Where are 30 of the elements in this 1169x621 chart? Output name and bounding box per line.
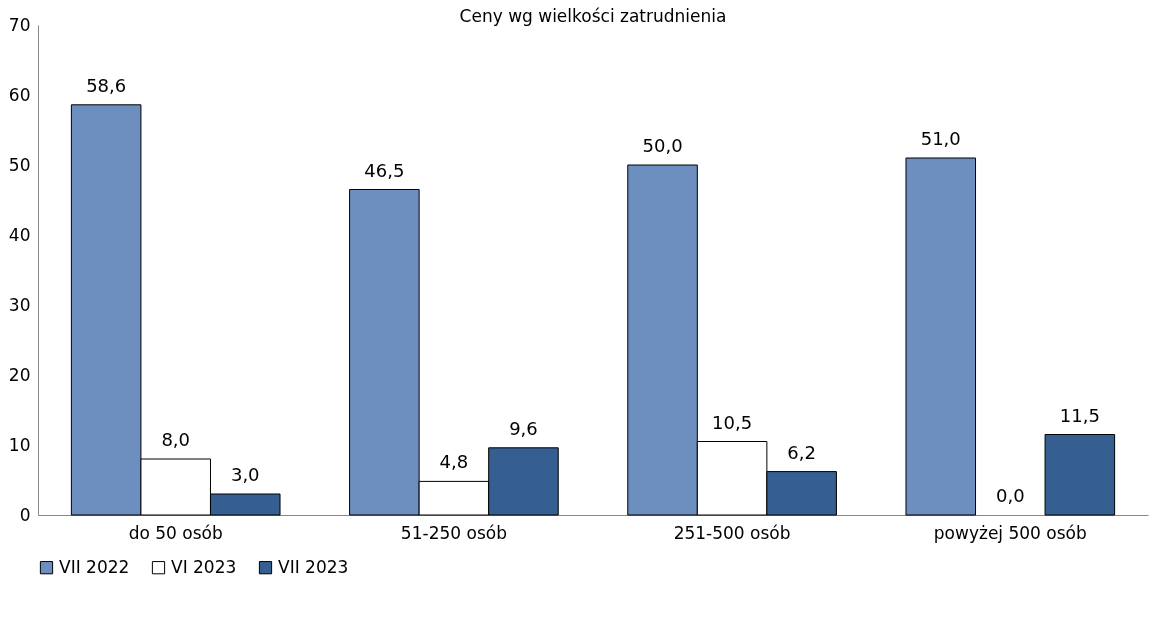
data-label: 10,5: [712, 411, 753, 433]
data-label: 58,6: [86, 74, 127, 96]
data-label: 50,0: [642, 135, 683, 156]
x-tick-label: powyżej 500 osób: [933, 522, 1087, 543]
data-label: 46,5: [364, 159, 405, 181]
y-tick-label: 20: [8, 364, 31, 385]
y-tick-label: 50: [8, 154, 31, 175]
x-tick-label: 51-250 osób: [400, 522, 507, 543]
data-label: 9,6: [509, 417, 538, 439]
y-tick-label: 60: [8, 84, 31, 105]
data-label: 51,0: [920, 128, 961, 149]
x-tick-label: do 50 osób: [128, 522, 223, 543]
y-tick-label: 0: [19, 504, 31, 525]
data-label: 8,0: [161, 429, 191, 450]
data-label: 6,2: [787, 441, 816, 463]
data-label: 3,0: [230, 464, 260, 485]
chart-title: Ceny wg wielkości zatrudnienia: [459, 6, 727, 26]
legend-label: VII 2022: [59, 556, 130, 577]
y-tick-label: 70: [8, 14, 31, 35]
x-tick-label: 251-500 osób: [673, 522, 791, 543]
y-tick-label: 30: [8, 294, 31, 315]
y-tick-label: 10: [8, 434, 31, 455]
legend-label: VII 2023: [278, 556, 349, 577]
bar: [1044, 434, 1116, 516]
data-label: 0,0: [995, 485, 1025, 506]
data-label: 4,8: [439, 451, 469, 473]
bar: [905, 157, 977, 516]
data-label: 11,5: [1059, 404, 1100, 426]
y-tick-label: 40: [8, 224, 31, 245]
legend-label: VI 2023: [171, 556, 237, 577]
